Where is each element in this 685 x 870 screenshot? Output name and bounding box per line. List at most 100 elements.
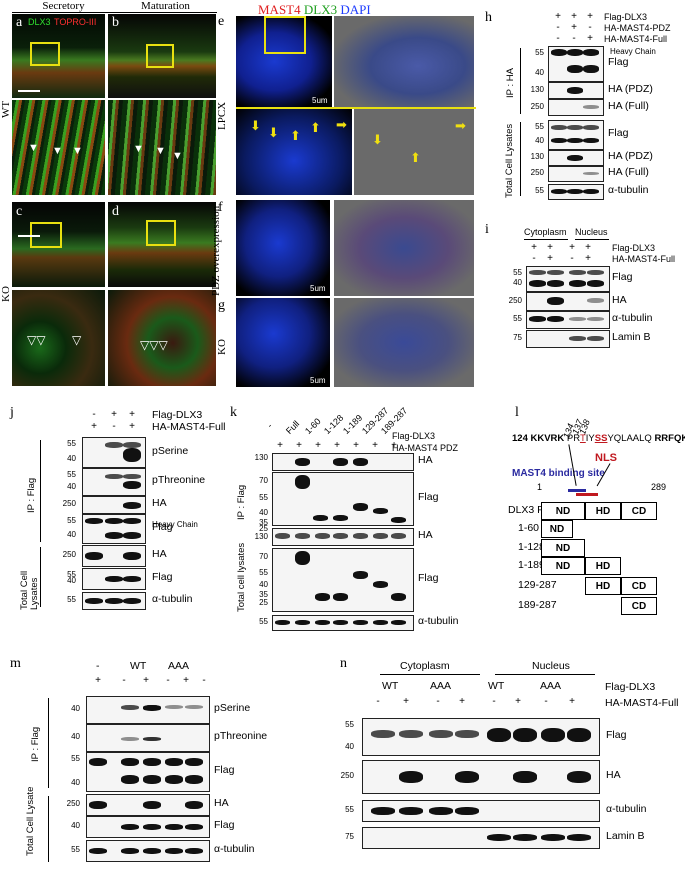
n-sign: - <box>492 696 496 707</box>
blot-band <box>353 458 368 466</box>
stain-legend-topro: TOPRO-III <box>54 17 97 27</box>
j-ip-bracket <box>40 440 41 542</box>
blot-band <box>551 125 567 130</box>
blot-band <box>547 270 564 275</box>
blot-band <box>121 737 139 741</box>
blot-band <box>373 508 388 514</box>
panel-label-d: d <box>112 204 119 219</box>
blot-band <box>513 834 537 841</box>
blot-band <box>143 737 161 741</box>
l-domain-cd: CD <box>621 597 657 615</box>
micro-panel-b <box>108 14 216 98</box>
m-ip-row-label: pThreonine <box>214 730 268 742</box>
blot-band <box>123 448 141 462</box>
n-group-label: AAA <box>430 680 452 692</box>
i-mw-marker: 40 <box>513 278 522 287</box>
blot-band <box>121 758 139 766</box>
m-tcl-blot <box>86 794 210 816</box>
l-construct-label: 1-128 <box>518 541 545 553</box>
micro-panel-c <box>12 202 105 287</box>
blot-band <box>313 515 328 521</box>
blot-band <box>567 125 583 130</box>
blot-band <box>455 730 479 738</box>
n-blot <box>362 827 600 849</box>
h-sign: - <box>556 33 560 44</box>
blot-band <box>391 517 406 523</box>
m-tcl-row-label: Flag <box>214 819 235 831</box>
n-sign: + <box>403 696 409 707</box>
row-label-wt: WT <box>0 100 12 118</box>
blot-band <box>391 620 406 625</box>
side-label-ko: KO <box>216 339 228 355</box>
k-mw-marker: 55 <box>259 617 268 626</box>
j-sign: + <box>129 421 135 432</box>
k-row-label: α-tubulin <box>418 615 459 627</box>
blot-band <box>123 502 141 509</box>
k-mw-marker: 70 <box>259 552 268 561</box>
panel-label-h: h <box>485 10 492 25</box>
h-ip-blot <box>548 99 604 116</box>
j-sign: - <box>112 421 116 432</box>
j-heavy-chain: Heavy Chain <box>152 520 198 529</box>
blot-band <box>123 474 141 479</box>
e-title: MAST4 DLX3 DAPI <box>258 2 371 18</box>
n-row-label: α-tubulin <box>606 803 647 815</box>
blot-band <box>353 533 368 539</box>
j-ip-mw-marker: 40 <box>67 482 76 491</box>
blot-band <box>547 316 564 322</box>
blot-band <box>373 620 388 625</box>
arrow-icon: ⬇ <box>268 125 279 140</box>
h-tcl-bracket <box>520 122 521 196</box>
n-sign: - <box>544 696 548 707</box>
blot-band <box>353 503 368 511</box>
blot-band <box>333 533 348 539</box>
j-ip-row-label: Flag <box>152 521 173 533</box>
blot-band <box>583 125 599 130</box>
l-domain-nd: ND <box>541 557 585 575</box>
open-arrowhead-icon: ▽▽ <box>27 333 46 347</box>
n-sign: + <box>459 696 465 707</box>
micro-zoom-c <box>12 290 105 386</box>
panel-label-g: g <box>218 298 225 313</box>
blot-band <box>315 620 330 625</box>
side-label-lpcx: LPCX <box>216 101 228 130</box>
i-row-label: α-tubulin <box>612 312 653 324</box>
blot-band <box>391 593 406 601</box>
j-tcl-blot <box>82 545 146 567</box>
blot-band <box>123 552 141 560</box>
seq-pre: 124 KKVRK <box>512 433 565 444</box>
blot-band <box>371 807 395 815</box>
panel-label-j: j <box>10 405 14 420</box>
zoom-line <box>236 107 476 109</box>
i-row-label: Lamin B <box>612 331 651 343</box>
k-tcl-label: Total cell lysates <box>236 542 247 612</box>
m-sign: - <box>122 675 126 686</box>
n-row-label: HA <box>606 769 621 781</box>
j-ip-blot <box>82 514 146 544</box>
blot-band <box>165 758 183 766</box>
h-heavy-chain: Heavy Chain <box>610 47 656 56</box>
blot-band <box>529 316 546 322</box>
blot-band <box>121 705 139 710</box>
l-nls-label: NLS <box>595 452 617 464</box>
j-tcl-row-label: HA <box>152 548 167 560</box>
l-domain-cd: CD <box>621 577 657 595</box>
h-tcl-row-label: HA (Full) <box>608 166 649 178</box>
arrowhead-icon: ▼ <box>172 150 183 162</box>
i-cytoplasm-label: Cytoplasm <box>524 227 567 237</box>
k-sign: + <box>277 440 283 451</box>
blot-band <box>587 298 604 303</box>
l-end: 289 <box>651 482 667 492</box>
arrowhead-icon: ▼ <box>52 145 63 157</box>
l-domain-cd: CD <box>621 502 657 520</box>
k-col-label: - <box>264 420 275 430</box>
h-cond-label: Flag-DLX3 <box>604 12 648 22</box>
j-ip-blot <box>82 496 146 514</box>
nls-bar <box>576 493 598 496</box>
blot-band <box>529 270 546 275</box>
blot-band <box>399 807 423 815</box>
k-mw-marker: 55 <box>259 493 268 502</box>
blot-band <box>551 189 567 194</box>
header-rule <box>12 12 217 13</box>
j-tcl-blot <box>82 568 146 590</box>
